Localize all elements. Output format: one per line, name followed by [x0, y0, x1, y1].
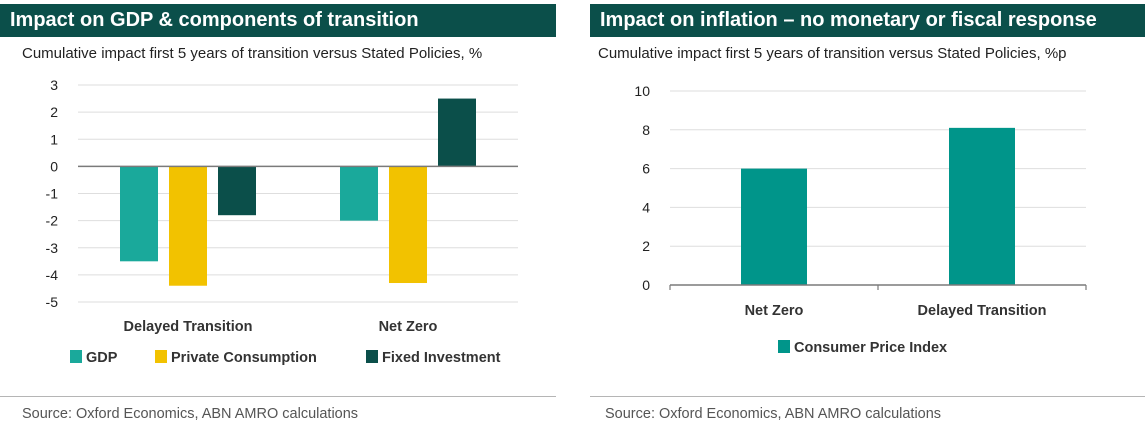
category-label: Delayed Transition: [918, 303, 1047, 319]
y-tick-label: 3: [50, 77, 58, 93]
legend-label-gdp: GDP: [86, 350, 118, 366]
category-label: Net Zero: [745, 303, 804, 319]
bar-fixed-investment: [218, 166, 256, 216]
inflation-bar-chart: 10 8 6 4 2 0 Net Zero Delayed Transition Consume…: [634, 83, 1087, 356]
gdp-chart-subtitle: Cumulative impact first 5 years of trans…: [22, 45, 483, 62]
bar-gdp: [340, 166, 378, 221]
y-tick-label: 10: [634, 83, 650, 99]
legend-swatch-consumer-price-index: [778, 340, 790, 353]
gdp-chart-panel: Impact on GDP & components of transition…: [0, 0, 556, 429]
inflation-chart-divider: [590, 396, 1145, 397]
y-tick-label: -1: [46, 186, 59, 202]
bar-consumer-price-index: [949, 127, 1015, 285]
inflation-chart-subtitle: Cumulative impact first 5 years of trans…: [598, 45, 1067, 62]
y-tick-label: 2: [642, 238, 650, 254]
bar-private-consumption: [169, 166, 207, 286]
bar-consumer-price-index: [741, 168, 807, 285]
bar-fixed-investment: [438, 98, 476, 167]
y-tick-label: -4: [46, 267, 59, 283]
y-tick-label: 8: [642, 122, 650, 138]
legend-swatch-fixed-investment: [366, 350, 378, 363]
y-tick-label: 2: [50, 104, 58, 120]
y-tick-label: -2: [46, 213, 59, 229]
y-tick-label: 1: [50, 131, 58, 147]
y-tick-label: 6: [642, 161, 650, 177]
legend-swatch-gdp: [70, 350, 82, 363]
gdp-chart-source: Source: Oxford Economics, ABN AMRO calcu…: [22, 406, 359, 422]
bar-gdp: [120, 166, 158, 262]
legend-label-fixed-investment: Fixed Investment: [382, 350, 501, 366]
inflation-chart-panel: Impact on inflation – no monetary or fis…: [586, 0, 1145, 429]
legend-label-private-consumption: Private Consumption: [171, 350, 317, 366]
y-tick-label: 0: [50, 158, 58, 174]
y-tick-label: 0: [642, 277, 650, 293]
legend-swatch-private-consumption: [155, 350, 167, 363]
gdp-bar-chart: 3 2 1 0 -1 -2 -3 -4 -5 Delayed Transition Net Zero…: [46, 77, 518, 366]
category-label: Net Zero: [379, 319, 438, 335]
y-tick-label: -5: [46, 294, 59, 310]
bar-private-consumption: [389, 166, 427, 284]
y-tick-label: -3: [46, 240, 59, 256]
category-label: Delayed Transition: [124, 319, 253, 335]
inflation-chart-source: Source: Oxford Economics, ABN AMRO calcu…: [605, 406, 942, 422]
legend-label-consumer-price-index: Consumer Price Index: [794, 340, 947, 356]
gdp-chart-divider: [0, 396, 556, 397]
gdp-chart-header: Impact on GDP & components of transition: [0, 4, 556, 37]
inflation-chart-header: Impact on inflation – no monetary or fis…: [590, 4, 1145, 37]
y-tick-label: 4: [642, 199, 650, 215]
